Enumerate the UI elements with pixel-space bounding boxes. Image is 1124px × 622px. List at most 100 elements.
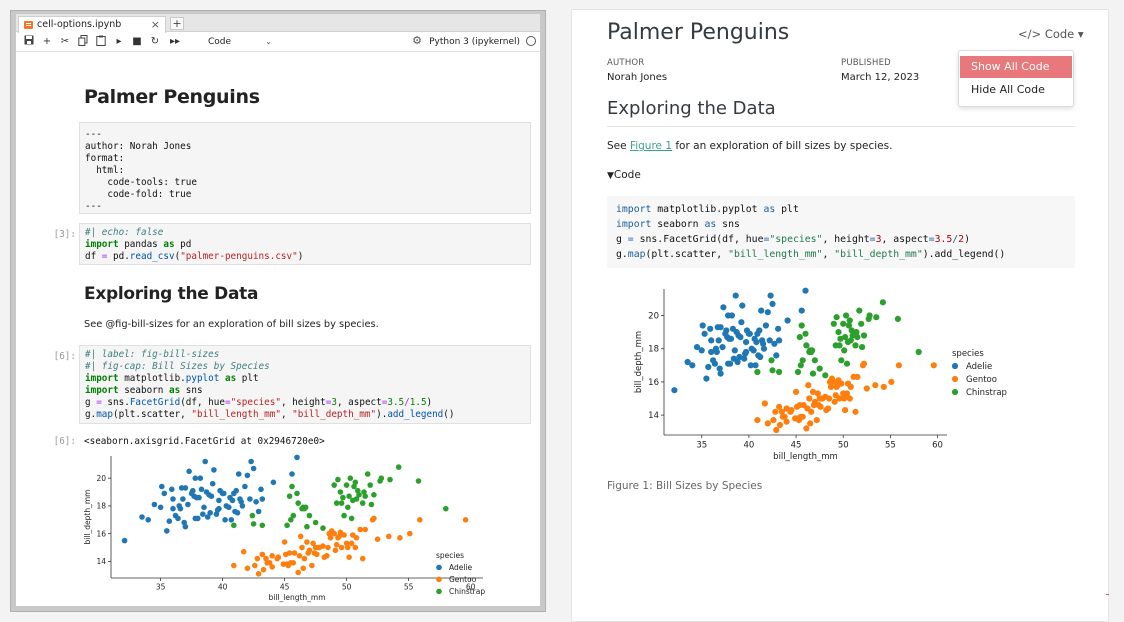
data-point-gentoo — [359, 555, 366, 562]
data-point-chinstrap — [754, 368, 761, 376]
x-tick-label: 35 — [696, 441, 707, 451]
data-point-adelie — [701, 330, 708, 337]
data-point-chinstrap — [835, 329, 842, 336]
y-axis-label: bill_depth_mm — [83, 490, 92, 545]
data-point-adelie — [151, 501, 158, 508]
new-tab-button[interactable]: + — [170, 17, 184, 30]
save-icon[interactable] — [22, 35, 36, 49]
data-point-adelie — [715, 337, 722, 344]
data-point-adelie — [180, 496, 186, 502]
show-all-code-item[interactable]: Show All Code — [960, 56, 1072, 78]
code-summary-label: Code — [613, 169, 641, 181]
data-point-adelie — [202, 458, 208, 465]
data-point-adelie — [195, 515, 201, 522]
code-line: #| echo: false — [85, 227, 164, 238]
data-point-adelie — [247, 496, 253, 502]
data-point-gentoo — [348, 540, 355, 547]
heading-divider — [607, 126, 1075, 127]
x-axis-label: bill_length_mm — [773, 452, 838, 462]
figure-link[interactable]: Figure 1 — [629, 140, 673, 152]
data-point-gentoo — [810, 402, 818, 409]
restart-icon[interactable]: ↻ — [150, 36, 160, 47]
code-cell-1[interactable]: #| echo: false import pandas as pd df = … — [79, 223, 531, 265]
data-point-adelie — [253, 499, 259, 505]
fast-forward-icon[interactable]: ▸▸ — [169, 36, 181, 47]
kernel-name[interactable]: Python 3 (ipykernel) — [429, 37, 520, 47]
data-point-adelie — [771, 340, 778, 347]
data-point-adelie — [711, 360, 718, 367]
code-cell-2[interactable]: #| label: fig-bill-sizes #| fig-cap: Bil… — [79, 345, 531, 424]
data-point-gentoo — [324, 553, 330, 559]
data-point-gentoo — [799, 413, 806, 420]
stop-icon[interactable]: ■ — [132, 36, 142, 47]
data-point-gentoo — [817, 403, 824, 410]
data-point-gentoo — [331, 530, 337, 537]
legend-title: species — [952, 349, 984, 359]
data-point-chinstrap — [796, 334, 803, 341]
data-point-chinstrap — [915, 348, 922, 356]
data-point-gentoo — [854, 373, 861, 380]
data-point-adelie — [736, 353, 743, 361]
gear-icon[interactable]: ⚙ — [412, 34, 422, 47]
data-point-adelie — [175, 515, 181, 522]
data-point-gentoo — [244, 565, 251, 572]
data-point-adelie — [229, 497, 236, 504]
scatter-chart: 35 40 45 50 55 60 14 16 18 20 bill_length_mm bill_d… — [83, 454, 485, 602]
data-point-chinstrap — [345, 504, 351, 511]
data-point-chinstrap — [340, 494, 346, 501]
data-point-gentoo — [338, 544, 345, 551]
data-point-gentoo — [260, 566, 267, 573]
data-point-chinstrap — [333, 500, 340, 506]
data-point-chinstrap — [387, 476, 393, 483]
data-point-chinstrap — [769, 367, 776, 374]
data-point-adelie — [200, 511, 206, 517]
code-fold-summary[interactable]: ▼Code — [607, 169, 641, 181]
data-point-adelie — [716, 365, 723, 372]
add-icon[interactable]: + — [42, 36, 52, 47]
notebook-title: Palmer Penguins — [84, 86, 260, 108]
data-point-gentoo — [353, 535, 360, 541]
data-point-adelie — [235, 471, 242, 477]
data-point-adelie — [671, 387, 678, 394]
data-point-gentoo — [813, 417, 820, 424]
data-point-gentoo — [827, 383, 835, 390]
chevron-down-icon: ⌄ — [265, 37, 272, 46]
data-point-gentoo — [254, 555, 261, 562]
data-point-gentoo — [290, 560, 297, 566]
x-tick-label: 40 — [218, 583, 228, 592]
published-label: PUBLISHED — [841, 58, 891, 68]
data-point-gentoo — [259, 551, 266, 558]
cut-icon[interactable]: ✂ — [60, 36, 70, 47]
data-point-gentoo — [770, 417, 777, 424]
code-tools-menu: Show All Code Hide All Code — [958, 50, 1074, 107]
data-point-adelie — [730, 355, 737, 362]
data-point-adelie — [723, 327, 730, 334]
code-tools-button[interactable]: </> Code ▾ — [1018, 27, 1084, 41]
data-point-gentoo — [386, 533, 392, 540]
raw-cell[interactable]: --- author: Norah Jones format: html: co… — [79, 122, 531, 214]
data-point-chinstrap — [306, 512, 313, 519]
copy-icon[interactable] — [76, 35, 90, 49]
jupyter-window: cell-options.ipynb × + + ✂ ▸ ■ ↻ ▸▸ Code — [10, 10, 546, 612]
paste-icon[interactable] — [94, 35, 108, 49]
data-point-adelie — [248, 458, 254, 465]
x-tick-label: 55 — [885, 441, 896, 451]
data-point-chinstrap — [822, 372, 829, 379]
data-point-adelie — [170, 496, 176, 502]
notebook-tab[interactable]: cell-options.ipynb × — [18, 16, 166, 33]
data-point-chinstrap — [843, 360, 851, 367]
tab-bar: cell-options.ipynb × + — [16, 14, 540, 33]
data-point-chinstrap — [415, 478, 422, 484]
close-icon[interactable]: × — [150, 18, 160, 31]
paragraph-text: for an exploration of bill sizes by spec… — [672, 140, 893, 152]
data-point-chinstrap — [836, 342, 843, 349]
data-point-gentoo — [291, 550, 298, 556]
data-point-gentoo — [255, 571, 262, 577]
data-point-chinstrap — [353, 496, 360, 502]
figure-caption: Figure 1: Bill Sizes by Species — [607, 480, 763, 492]
hide-all-code-item[interactable]: Hide All Code — [971, 83, 1045, 96]
run-icon[interactable]: ▸ — [116, 36, 122, 47]
cell-type-select[interactable]: Code ⌄ — [208, 35, 272, 49]
code-block: import matplotlib.pyplot as plt import s… — [607, 196, 1075, 268]
data-point-adelie — [757, 353, 764, 361]
